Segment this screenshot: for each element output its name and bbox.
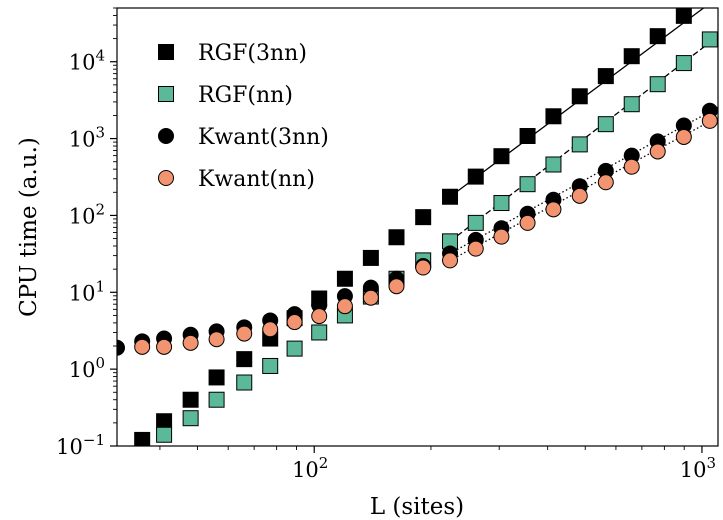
legend-label-0: RGF(3nn)	[198, 41, 307, 66]
data-point-s1-13	[493, 195, 510, 212]
axes: 102 103 10−1 100 101 102 103 104	[56, 7, 719, 482]
data-point-s3-0	[134, 338, 151, 355]
y-tick-label-4: 103	[69, 124, 105, 152]
data-point-s0-8	[336, 270, 353, 287]
data-point-s1-1	[182, 410, 199, 427]
data-point-s3-15	[519, 214, 536, 231]
y-tick-label-2: 101	[69, 277, 105, 305]
data-point-s1-17	[597, 116, 614, 133]
data-point-s1-18	[623, 96, 640, 113]
data-point-s2-0	[117, 339, 125, 356]
data-point-s0-13	[467, 168, 484, 185]
y-tick-label-5: 104	[69, 47, 105, 75]
data-point-s1-12	[467, 214, 484, 231]
data-point-s3-5	[262, 321, 279, 338]
x-axis-label: L (sites)	[370, 494, 464, 520]
data-point-s1-21	[701, 31, 718, 48]
data-point-s3-11	[415, 259, 432, 276]
data-point-s1-5	[286, 340, 303, 357]
data-point-s3-10	[388, 278, 405, 295]
legend-marker-2	[158, 128, 174, 144]
data-point-s0-16	[545, 108, 562, 125]
legend-marker-3	[158, 170, 174, 186]
legend-label-2: Kwant(3nn)	[198, 125, 329, 150]
y-tick-label-0: 10−1	[56, 431, 105, 459]
data-point-s0-1	[156, 413, 173, 430]
data-point-s3-22	[701, 112, 718, 129]
data-point-s1-4	[262, 357, 279, 374]
legend-marker-0	[158, 44, 174, 60]
data-point-s1-15	[545, 156, 562, 173]
y-axis-label: CPU time (a.u.)	[16, 137, 42, 317]
data-point-s3-8	[336, 298, 353, 315]
data-point-s1-19	[649, 76, 666, 93]
legend-marker-1	[158, 86, 174, 102]
data-point-s3-16	[545, 201, 562, 218]
data-point-s0-3	[208, 369, 225, 386]
data-point-s3-6	[286, 314, 303, 331]
data-point-s1-0	[156, 426, 173, 443]
data-point-s1-6	[311, 324, 328, 341]
x-tick-label-1: 103	[680, 454, 716, 482]
y-tick-label-1: 100	[69, 354, 105, 382]
data-point-s1-20	[675, 55, 692, 72]
data-point-s0-19	[623, 48, 640, 65]
data-point-s1-16	[571, 136, 588, 153]
data-point-s1-14	[519, 176, 536, 193]
data-point-s0-12	[442, 188, 459, 205]
data-point-s3-17	[571, 187, 588, 204]
data-point-s0-17	[571, 88, 588, 105]
data-point-s3-18	[597, 174, 614, 191]
data-point-s0-11	[415, 209, 432, 226]
data-point-s1-3	[236, 374, 253, 391]
data-point-s3-9	[362, 289, 379, 306]
data-point-s3-14	[493, 228, 510, 245]
data-point-s0-15	[519, 128, 536, 145]
data-point-s0-14	[493, 148, 510, 165]
data-point-s0-20	[649, 28, 666, 45]
data-point-s3-13	[467, 240, 484, 257]
data-point-s3-2	[182, 334, 199, 351]
y-tick-label-3: 102	[69, 200, 105, 228]
data-point-s3-1	[156, 338, 173, 355]
data-markers	[117, 8, 718, 446]
data-point-s0-21	[675, 8, 692, 24]
data-point-s3-3	[208, 331, 225, 348]
data-point-s0-9	[362, 249, 379, 266]
legend-label-3: Kwant(nn)	[198, 167, 315, 192]
data-point-s0-4	[236, 351, 253, 368]
data-point-s0-2	[182, 391, 199, 408]
data-point-s3-19	[623, 158, 640, 175]
data-point-s0-18	[597, 68, 614, 85]
data-point-s3-21	[675, 128, 692, 145]
legend-label-1: RGF(nn)	[198, 83, 293, 108]
fit-line-3	[449, 116, 718, 261]
data-point-s1-2	[208, 391, 225, 408]
data-point-s0-0	[134, 431, 151, 446]
data-point-s3-20	[649, 143, 666, 160]
data-point-s3-4	[236, 325, 253, 342]
x-tick-label-0: 102	[292, 454, 328, 482]
legend: RGF(3nn) RGF(nn) Kwant(3nn) Kwant(nn)	[158, 41, 329, 192]
data-point-s3-7	[311, 308, 328, 325]
data-point-s3-12	[442, 252, 459, 269]
data-point-s0-10	[388, 229, 405, 246]
plot-frame	[116, 7, 719, 447]
